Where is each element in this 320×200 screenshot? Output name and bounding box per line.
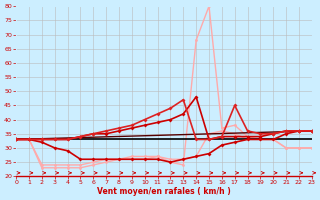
X-axis label: Vent moyen/en rafales ( km/h ): Vent moyen/en rafales ( km/h ) <box>97 187 231 196</box>
